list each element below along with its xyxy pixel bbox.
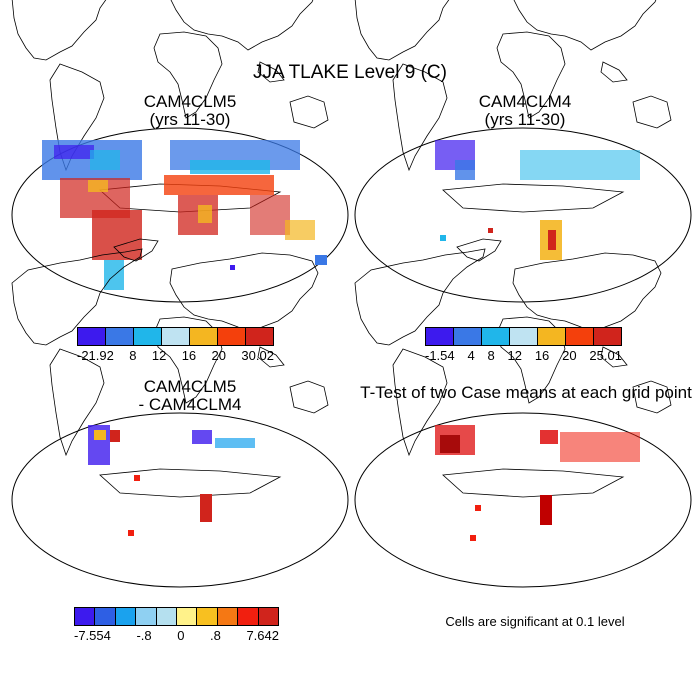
colorbar-labels: -21.92 8 12 16 20 30.02 (77, 348, 274, 363)
colorbar-label: 16 (181, 348, 197, 363)
colorbar-label: 25.01 (589, 348, 622, 363)
colorbar-label: 8 (129, 348, 137, 363)
colorbar-label: 12 (151, 348, 167, 363)
colorbar-swatch (162, 328, 190, 345)
colorbar-swatch (156, 608, 178, 625)
significance-cells (435, 425, 640, 541)
colorbar-swatch (134, 328, 162, 345)
figure-title: JJA TLAKE Level 9 (C) (253, 62, 447, 83)
colorbar-swatch (197, 608, 218, 625)
colorbar-label: 20 (562, 348, 577, 363)
panel-title-line1: CAM4CLM5 (143, 377, 237, 396)
colorbar-swatch (238, 608, 259, 625)
colorbar-label: 0 (177, 628, 185, 643)
map-panel-cam4clm4 (354, 0, 692, 303)
colorbar-label: 4 (467, 348, 475, 363)
colorbar-swatch (136, 608, 157, 625)
panel-title-ttest: T-Test of two Case means at each grid po… (352, 384, 700, 402)
colorbar-swatch (594, 328, 621, 345)
colorbar-labels: -7.554 -.8 0 .8 7.642 (74, 628, 279, 643)
colorbar-difference: -7.554 -.8 0 .8 7.642 (74, 607, 279, 643)
panel-title-line2: (yrs 11-30) (149, 110, 231, 129)
colorbar-label: 16 (534, 348, 550, 363)
panel-title-line1: CAM4CLM5 (143, 92, 237, 111)
panel-title-line2: (yrs 11-30) (484, 110, 566, 129)
colorbar-label: -.8 (136, 628, 152, 643)
colorbar-swatch (106, 328, 134, 345)
colorbar-swatch (510, 328, 538, 345)
colorbar-swatch (78, 328, 106, 345)
colorbar-swatch (190, 328, 218, 345)
colorbar-swatch (95, 608, 116, 625)
map-panel-cam4clm5 (11, 0, 349, 303)
colorbar-label: 12 (507, 348, 523, 363)
colorbar-label: 8 (487, 348, 495, 363)
colorbar-swatch (482, 328, 510, 345)
map-panel-ttest (354, 238, 692, 588)
colorbar-labels: -1.54 4 8 12 16 20 25.01 (425, 348, 622, 363)
colorbar-label: 30.02 (241, 348, 274, 363)
colorbar-swatch (218, 328, 246, 345)
colorbar-swatch (246, 328, 273, 345)
colorbar-swatch (258, 608, 279, 625)
lake-cells (88, 425, 255, 536)
colorbar-swatch (454, 328, 482, 345)
colorbar-label: 20 (211, 348, 227, 363)
colorbar-swatches (425, 327, 622, 346)
colorbar-swatch (177, 608, 198, 625)
panel-title-line2: - CAM4CLM4 (138, 395, 242, 414)
colorbar-label: -21.92 (77, 348, 114, 363)
colorbar-label: -7.554 (74, 628, 111, 643)
panel-title-difference: CAM4CLM5 - CAM4CLM4 (60, 378, 320, 414)
colorbar-swatch (566, 328, 594, 345)
significance-note: Cells are significant at 0.1 level (445, 614, 625, 629)
map-panel-difference (11, 238, 349, 588)
colorbar-swatch (426, 328, 454, 345)
colorbar-swatches (74, 607, 279, 626)
colorbar-swatch (217, 608, 239, 625)
colorbar-swatches (77, 327, 274, 346)
colorbar-swatch (75, 608, 96, 625)
colorbar-cam4clm4: -1.54 4 8 12 16 20 25.01 (425, 327, 622, 363)
colorbar-label: .8 (210, 628, 221, 643)
panel-title-cam4clm5: CAM4CLM5 (yrs 11-30) (60, 93, 320, 129)
lake-cells (42, 140, 327, 290)
lake-cells (435, 140, 640, 260)
colorbar-swatch (538, 328, 566, 345)
colorbar-label: -1.54 (425, 348, 455, 363)
colorbar-swatch (115, 608, 137, 625)
colorbar-label: 7.642 (246, 628, 279, 643)
panel-title-line1: T-Test of two Case means at each grid po… (360, 383, 692, 402)
colorbar-cam4clm5: -21.92 8 12 16 20 30.02 (77, 327, 274, 363)
